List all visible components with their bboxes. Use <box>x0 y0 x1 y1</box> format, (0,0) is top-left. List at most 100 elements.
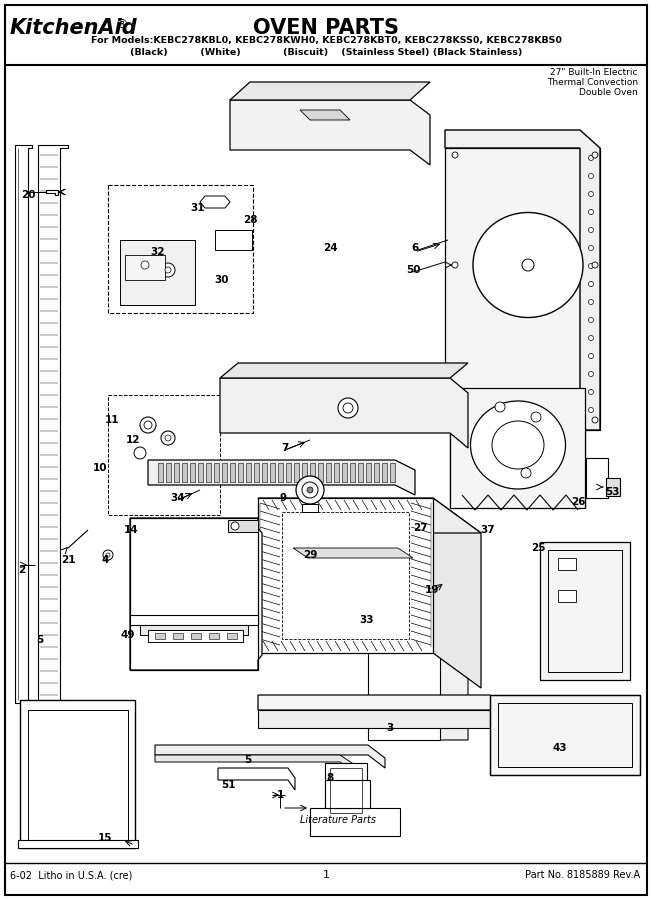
Text: 27" Built-In Electric: 27" Built-In Electric <box>550 68 638 77</box>
Bar <box>198 463 203 482</box>
Text: 27: 27 <box>413 523 427 533</box>
Circle shape <box>589 174 593 178</box>
Polygon shape <box>258 710 490 728</box>
Text: 6-02  Litho in U.S.A. (cre): 6-02 Litho in U.S.A. (cre) <box>10 870 132 880</box>
Circle shape <box>141 261 149 269</box>
Circle shape <box>144 421 152 429</box>
Bar <box>190 463 195 482</box>
Circle shape <box>307 487 313 493</box>
Circle shape <box>452 152 458 158</box>
Bar <box>318 463 323 482</box>
Circle shape <box>161 431 175 445</box>
Ellipse shape <box>492 421 544 469</box>
Polygon shape <box>368 625 468 740</box>
Circle shape <box>589 264 593 268</box>
Polygon shape <box>258 498 481 533</box>
Bar <box>20 700 135 848</box>
Text: 9: 9 <box>280 493 287 503</box>
Circle shape <box>103 550 113 560</box>
Bar <box>166 463 171 482</box>
Text: 24: 24 <box>323 243 337 253</box>
Bar <box>28 710 128 840</box>
Bar <box>230 463 235 482</box>
Text: 11: 11 <box>105 415 119 425</box>
Ellipse shape <box>471 401 565 489</box>
Circle shape <box>296 476 324 504</box>
Text: 49: 49 <box>121 630 135 640</box>
Text: 5: 5 <box>37 635 44 645</box>
Circle shape <box>589 390 593 394</box>
Polygon shape <box>46 190 58 195</box>
Circle shape <box>589 228 593 232</box>
Polygon shape <box>130 518 262 670</box>
Polygon shape <box>200 196 230 208</box>
Text: (Black)          (White)             (Biscuit)    (Stainless Steel) (Black Stain: (Black) (White) (Biscuit) (Stainless Ste… <box>130 48 522 57</box>
Text: Double Oven: Double Oven <box>579 88 638 97</box>
Text: 12: 12 <box>126 435 140 445</box>
Bar <box>302 504 318 512</box>
Bar <box>450 388 585 508</box>
Text: KitchenAid: KitchenAid <box>10 18 138 38</box>
Bar <box>282 512 409 639</box>
Bar <box>326 463 331 482</box>
Polygon shape <box>220 363 468 378</box>
Text: 1: 1 <box>276 790 284 800</box>
Bar <box>262 463 267 482</box>
Text: 51: 51 <box>221 780 235 790</box>
Bar <box>350 463 355 482</box>
Text: 5: 5 <box>244 755 252 765</box>
Circle shape <box>106 553 110 557</box>
Circle shape <box>161 263 175 277</box>
Polygon shape <box>38 145 68 703</box>
Bar <box>358 463 363 482</box>
Polygon shape <box>120 240 195 305</box>
Polygon shape <box>445 130 600 430</box>
Circle shape <box>140 417 156 433</box>
Bar <box>368 645 440 740</box>
Text: 7: 7 <box>281 443 289 453</box>
Bar <box>108 185 253 313</box>
Text: 4: 4 <box>101 555 109 565</box>
Circle shape <box>452 262 458 268</box>
Bar <box>334 463 339 482</box>
Circle shape <box>134 447 146 459</box>
Bar <box>191 633 201 639</box>
Bar <box>586 458 608 498</box>
Circle shape <box>589 336 593 340</box>
Bar <box>254 463 259 482</box>
Bar <box>330 768 362 813</box>
Polygon shape <box>218 768 295 790</box>
Bar <box>214 463 219 482</box>
Polygon shape <box>155 755 355 772</box>
Bar <box>325 780 370 808</box>
Bar <box>445 148 580 430</box>
Circle shape <box>495 402 505 412</box>
Circle shape <box>452 417 458 423</box>
Text: 30: 30 <box>215 275 230 285</box>
Text: 31: 31 <box>191 203 205 213</box>
Text: Literature Parts: Literature Parts <box>300 815 376 825</box>
Text: 43: 43 <box>553 743 567 753</box>
Bar <box>125 255 165 280</box>
Text: 53: 53 <box>605 487 619 497</box>
Polygon shape <box>18 840 138 848</box>
Circle shape <box>589 354 593 358</box>
Polygon shape <box>300 110 350 120</box>
Circle shape <box>165 267 171 273</box>
Circle shape <box>338 398 358 418</box>
Bar <box>342 463 347 482</box>
Circle shape <box>592 417 598 423</box>
Polygon shape <box>230 82 430 100</box>
Text: 21: 21 <box>61 555 75 565</box>
Text: 37: 37 <box>481 525 496 535</box>
Polygon shape <box>230 100 430 165</box>
Text: 50: 50 <box>406 265 421 275</box>
Circle shape <box>137 257 153 273</box>
Bar <box>130 518 258 670</box>
Ellipse shape <box>522 259 534 271</box>
Bar <box>158 463 163 482</box>
Text: For Models:KEBC278KBL0, KEBC278KWH0, KEBC278KBT0, KEBC278KSS0, KEBC278KBS0: For Models:KEBC278KBL0, KEBC278KWH0, KEB… <box>91 36 561 45</box>
Polygon shape <box>433 498 481 688</box>
Bar <box>246 463 251 482</box>
Polygon shape <box>258 695 520 730</box>
